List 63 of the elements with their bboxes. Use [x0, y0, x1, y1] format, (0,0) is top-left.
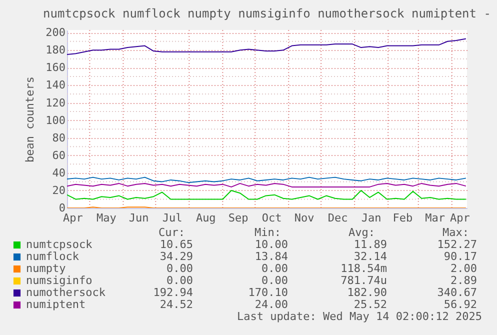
- y-tick-label: 20: [52, 184, 66, 197]
- text: 0.00: [262, 262, 288, 275]
- text: Max:: [442, 226, 469, 239]
- line-series: [67, 38, 466, 56]
- y-tick-label: 60: [52, 148, 66, 162]
- text: 32.14: [354, 250, 388, 263]
- text: 10.00: [254, 238, 288, 251]
- text: Cur:: [158, 226, 185, 239]
- text: 192.94: [153, 286, 194, 299]
- y-tick-label: 80: [52, 131, 66, 144]
- text: 56.92: [444, 298, 477, 311]
- x-tick-label: Mar: [425, 212, 446, 224]
- legend-label: numsiginfo: [26, 274, 92, 287]
- x-tick-label: Feb: [392, 212, 413, 224]
- y-axis-title: bean counters: [24, 76, 37, 163]
- text: 152.27: [437, 238, 477, 251]
- text: 182.90: [347, 286, 387, 299]
- text: Min:: [254, 226, 281, 239]
- x-tick-label: Apr: [62, 212, 84, 224]
- text: 25.52: [354, 298, 387, 311]
- text: 13.84: [254, 250, 288, 263]
- x-tick-label: Aug: [196, 212, 216, 224]
- x-tick-label: Jun: [128, 212, 149, 224]
- y-tick-label: 120: [46, 96, 66, 110]
- text: 0.00: [166, 274, 193, 287]
- text: 11.89: [354, 238, 387, 251]
- x-tick-label: Jul: [162, 212, 182, 224]
- legend-label: numothersock: [26, 286, 106, 299]
- x-tick-label: Apr: [450, 212, 470, 224]
- legend-label: numpty: [26, 262, 66, 275]
- line-series: [67, 190, 466, 200]
- text: 34.29: [160, 250, 193, 263]
- text: 0.00: [166, 262, 193, 275]
- y-tick-label: 160: [46, 61, 66, 74]
- text: 24.00: [254, 298, 288, 311]
- text: 10.65: [160, 238, 193, 251]
- text: 24.52: [160, 298, 193, 311]
- y-tick-label: 200: [46, 26, 66, 40]
- text: 781.74u: [340, 274, 387, 287]
- x-tick-label: Sep: [228, 212, 248, 224]
- legend-label: numiptent: [26, 298, 86, 311]
- x-tick-label: Oct: [262, 212, 282, 224]
- text: 170.10: [248, 286, 288, 299]
- y-tick-label: 180: [46, 44, 66, 57]
- y-tick-label: 0: [58, 202, 66, 214]
- chart-title: numtcpsock numflock numpty numsiginfo numothersock numiptent -: [43, 6, 491, 21]
- x-tick-label: May: [96, 212, 117, 224]
- text: 340.67: [437, 286, 477, 299]
- x-tick-label: Jan: [361, 212, 382, 224]
- y-tick-label: 100: [46, 114, 66, 127]
- y-tick-label: 40: [52, 166, 66, 180]
- x-tick-label: Nov: [294, 212, 315, 224]
- legend-label: numtcpsock: [26, 238, 93, 251]
- y-tick-label: 140: [46, 78, 66, 92]
- text: 0.00: [262, 274, 288, 287]
- x-tick-label: Dec: [328, 212, 348, 224]
- text: 2.00: [450, 262, 477, 275]
- text: Avg:: [348, 226, 375, 239]
- text: 118.54m: [340, 262, 388, 275]
- legend-label: numflock: [26, 250, 80, 263]
- text: 2.89: [450, 274, 477, 287]
- text: Last update: Wed May 14 02:00:12 2025: [236, 310, 482, 323]
- text: 90.17: [444, 250, 477, 263]
